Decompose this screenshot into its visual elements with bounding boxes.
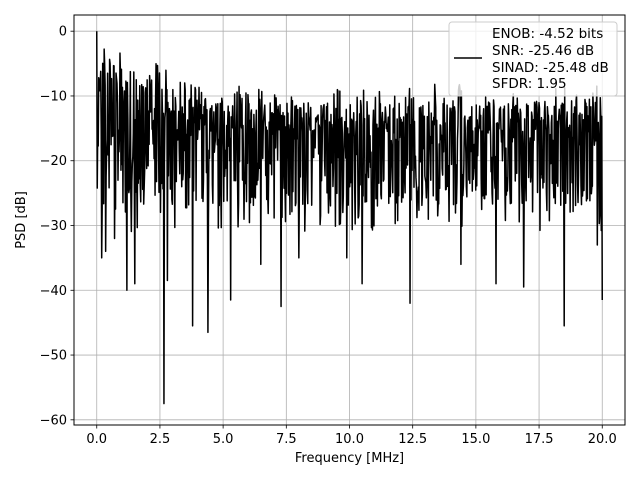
y-axis-label: PSD [dB] [14,191,29,249]
psd-series-line [96,31,603,405]
ticks: 0.0 2.5 5.0 7.5 10.0 12.5 15.0 17.5 20.0 0 −10 −20 −… [40,25,617,447]
x-tick-label: 20.0 [588,432,617,447]
y-tick-label: −20 [40,154,67,169]
legend: ENOB: -4.52 bits SNR: -25.46 dB SINAD: -… [448,21,618,97]
legend-entry-enob: ENOB: -4.52 bits [492,26,603,42]
x-tick-label: 7.5 [276,432,297,447]
x-tick-label: 12.5 [398,432,427,447]
x-tick-label: 5.0 [213,432,234,447]
x-tick-label: 17.5 [525,432,554,447]
x-tick-label: 0.0 [86,432,107,447]
x-tick-label: 10.0 [335,432,364,447]
y-tick-label: −30 [40,219,67,234]
y-tick-label: 0 [59,25,67,40]
x-tick-label: 15.0 [461,432,490,447]
series-layer [96,31,603,405]
legend-entry-sfdr: SFDR: 1.95 [492,76,567,92]
y-tick-label: −60 [40,413,67,428]
legend-entry-sinad: SINAD: -25.48 dB [492,60,609,76]
x-tick-label: 2.5 [150,432,171,447]
y-tick-label: −50 [40,349,67,364]
legend-box [448,21,618,97]
y-tick-label: −40 [40,284,67,299]
y-tick-label: −10 [40,89,67,104]
x-axis-label: Frequency [MHz] [295,451,404,466]
legend-entry-snr: SNR: -25.46 dB [492,43,594,59]
